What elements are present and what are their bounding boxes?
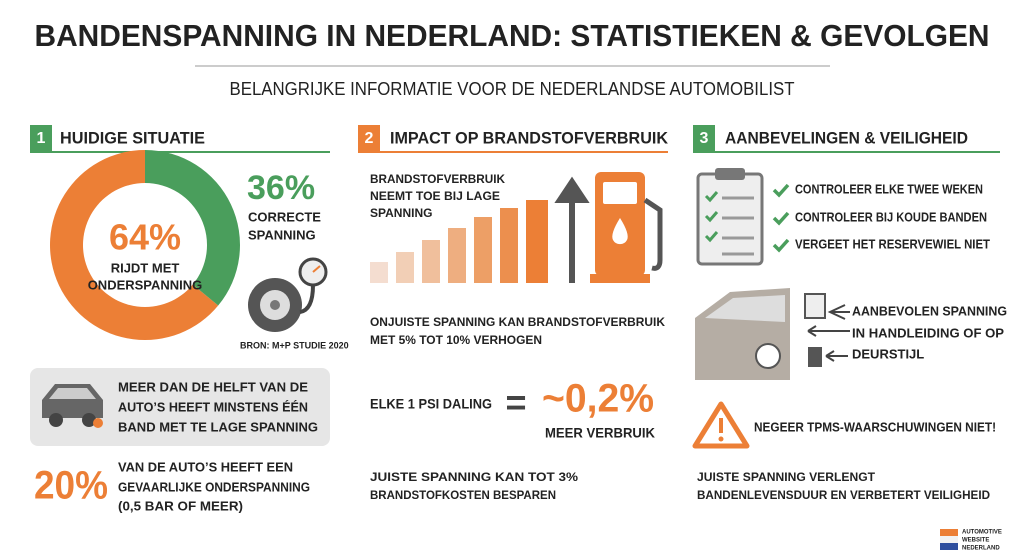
section-number: 2: [365, 130, 374, 147]
intro-line: BRANDSTOFVERBRUIK: [370, 172, 505, 186]
section-number-box: [693, 125, 715, 151]
subtitle: BELANGRIJKE INFORMATIE VOOR DE NEDERLAND…: [230, 79, 795, 99]
checklist-item: CONTROLEER BIJ KOUDE BANDEN: [795, 209, 987, 224]
section-number: 3: [700, 130, 709, 147]
callout-line: BAND MET TE LAGE SPANNING: [118, 419, 318, 434]
callout-line: AUTO’S HEEFT MINSTENS ÉÉN: [118, 399, 308, 414]
stat-line: GEVAARLIJKE ONDERSPANNING: [118, 479, 310, 494]
car-icon: [42, 384, 103, 428]
section-number-box: [30, 125, 52, 151]
donut-value: 64%: [109, 217, 181, 258]
advice-line: DEURSTIJL: [852, 346, 924, 361]
section-title: AANBEVELINGEN & VEILIGHEID: [725, 128, 968, 147]
conclusion-line: BRANDSTOFKOSTEN BESPAREN: [370, 488, 556, 502]
donut-label: SPANNING: [248, 227, 316, 242]
source: BRON: M+P STUDIE 2020: [240, 340, 349, 350]
stat-line: (0,5 BAR OF MEER): [118, 498, 243, 513]
advice-line: IN HANDLEIDING OF OP: [852, 325, 1004, 340]
donut-segment: [145, 150, 241, 306]
conclusion-line: JUISTE SPANNING VERLENGT: [697, 470, 876, 484]
statement-line: ONJUISTE SPANNING KAN BRANDSTOFVERBRUIK: [370, 315, 665, 329]
conclusion-line: BANDENLEVENSDUUR EN VERBETERT VEILIGHEID: [697, 488, 990, 502]
donut-label: RIJDT MET: [111, 260, 180, 275]
tire-gauge-icon: [248, 257, 328, 332]
logo-flag: [940, 529, 958, 550]
statement-line: MET 5% TOT 10% VERHOGEN: [370, 333, 542, 347]
donut-segment: [50, 150, 219, 341]
logo-line: NEDERLAND: [962, 546, 1000, 552]
intro-line: NEEMT TOE BIJ LAGE: [370, 189, 500, 203]
checklist-item: CONTROLEER ELKE TWEE WEKEN: [795, 181, 983, 196]
donut-value: 36%: [247, 169, 315, 207]
section-title: IMPACT OP BRANDSTOFVERBRUIK: [390, 128, 669, 147]
section-underline: [358, 151, 668, 153]
advice-line: AANBEVOLEN SPANNING: [852, 303, 1007, 318]
section-underline: [693, 151, 1000, 153]
section-number: 1: [37, 130, 46, 147]
equation-caption: MEER VERBRUIK: [545, 425, 655, 441]
section-title: HUIDIGE SITUATIE: [60, 128, 205, 147]
intro-line: SPANNING: [370, 206, 432, 220]
equation-left: ELKE 1 PSI DALING: [370, 396, 492, 412]
section-underline: [30, 151, 330, 153]
conclusion-line: JUISTE SPANNING KAN TOT 3%: [370, 470, 578, 484]
equation-operator: =: [505, 382, 526, 423]
checklist-item: VERGEET HET RESERVEWIEL NIET: [795, 236, 990, 251]
callout-box: [30, 368, 330, 446]
logo-line: WEBSITE: [962, 538, 989, 544]
donut: [50, 150, 241, 341]
donut-label: ONDERSPANNING: [88, 277, 203, 292]
title: BANDENSPANNING IN NEDERLAND: STATISTIEKE…: [35, 18, 990, 53]
fuel-pump-icon: [590, 172, 663, 283]
donut-label: CORRECTE: [248, 209, 321, 224]
stat: 20%: [34, 464, 108, 508]
callout-line: MEER DAN DE HELFT VAN DE: [118, 379, 308, 394]
equation-right: ~0,2%: [542, 377, 654, 421]
car-door-illustration: [695, 288, 850, 380]
check-icons: [772, 183, 790, 253]
section-number-box: [358, 125, 380, 151]
stat-line: VAN DE AUTO’S HEEFT EEN: [118, 459, 293, 474]
rising-bars-icon: [370, 176, 590, 283]
warning-icon: [692, 401, 750, 449]
clipboard-icon: [696, 168, 764, 266]
warning: NEGEER TPMS-WAARSCHUWINGEN NIET!: [754, 419, 996, 434]
logo-line: AUTOMOTIVE: [962, 530, 1002, 536]
